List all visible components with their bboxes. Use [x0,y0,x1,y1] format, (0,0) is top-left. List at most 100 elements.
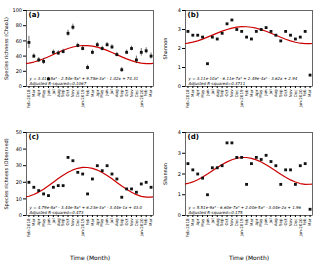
svg-text:Mar: Mar [307,89,312,97]
svg-text:Sep: Sep [60,218,66,226]
svg-text:Dec: Dec [234,89,240,98]
svg-text:Feb-2018: Feb-2018 [26,89,32,109]
svg-text:Nov: Nov [287,89,293,98]
svg-text:Feb-2018: Feb-2018 [26,218,32,238]
svg-text:Aug: Aug [55,218,61,227]
svg-text:(b): (b) [188,11,199,19]
svg-text:y = 3.41e-8x⁵ - 2.54e-5x⁴ + 9.: y = 3.41e-8x⁵ - 2.54e-5x⁴ + 9.78e-3x³ - … [29,76,139,86]
svg-text:Sep: Sep [219,89,225,97]
svg-text:Apr: Apr [94,218,100,226]
svg-text:y = 3.11e-10x⁵ - 6.11e-7x⁴ + 2: y = 3.11e-10x⁵ - 6.11e-7x⁴ + 2.49e-4x³ -… [188,76,298,86]
svg-text:May: May [40,218,46,227]
svg-text:Dec: Dec [75,218,81,227]
svg-text:Mar: Mar [89,218,95,226]
svg-text:Jan-2020: Jan-2020 [138,89,144,108]
svg-text:50: 50 [16,129,22,135]
svg-text:Mar: Mar [248,89,254,97]
svg-text:y = 5.51e-9x⁵ - 6.60e-7x⁴ + 2.: y = 5.51e-9x⁵ - 6.60e-7x⁴ + 2.00e-5x³ - … [188,205,302,215]
svg-text:Mar: Mar [89,89,95,97]
svg-text:40: 40 [16,146,22,152]
svg-text:Aug: Aug [114,89,120,98]
svg-text:Oct: Oct [65,89,71,97]
svg-text:Oct: Oct [224,89,230,97]
svg-text:Jun: Jun [263,89,269,96]
svg-text:May: May [99,89,105,98]
svg-text:May: May [199,89,205,98]
svg-text:Aug: Aug [273,89,279,98]
svg-text:Nov: Nov [128,89,134,98]
svg-text:Feb: Feb [84,89,90,97]
svg-text:Jun: Jun [45,218,51,225]
svg-text:Jun: Jun [45,89,51,96]
svg-text:Nov: Nov [229,89,235,98]
svg-text:May: May [258,89,264,98]
svg-text:y = 4.79e-8x⁵ - 3.44e-5x⁴ + 6.: y = 4.79e-8x⁵ - 3.44e-5x⁴ + 6.23e-3x³ - … [29,205,143,215]
svg-text:Time (Month): Time (Month) [228,254,269,261]
svg-text:Aug: Aug [55,89,61,98]
svg-text:Jan-2020: Jan-2020 [297,89,303,108]
svg-text:Oct: Oct [123,89,129,97]
svg-text:40: 40 [16,53,22,59]
svg-text:0: 0 [178,212,181,218]
svg-text:Apr: Apr [253,89,259,97]
svg-text:Species richness (Observed): Species richness (Observed) [3,138,10,209]
svg-text:Mar: Mar [148,218,153,226]
svg-text:100: 100 [12,7,22,13]
svg-text:20: 20 [16,179,22,185]
svg-text:3: 3 [178,150,181,156]
svg-text:Nov: Nov [70,218,76,227]
svg-text:Species richness (Chao1): Species richness (Chao1) [3,17,10,80]
svg-text:60: 60 [16,38,22,44]
svg-text:20: 20 [16,68,22,74]
svg-text:80: 80 [16,22,22,28]
svg-text:Dec: Dec [292,89,298,98]
svg-text:Jul: Jul [50,218,56,224]
svg-text:Jul: Jul [50,89,56,95]
svg-text:May: May [40,89,46,98]
svg-text:Dec: Dec [133,89,139,98]
svg-text:30: 30 [16,162,22,168]
svg-text:Oct: Oct [65,218,71,226]
svg-text:Jun: Jun [104,89,110,96]
svg-text:Feb: Feb [302,89,308,97]
svg-text:1: 1 [178,191,181,197]
svg-text:Jun: Jun [204,89,210,96]
svg-text:Feb: Feb [143,89,149,97]
svg-text:(d): (d) [188,133,199,141]
svg-text:Jul: Jul [109,218,115,224]
svg-text:Mar: Mar [307,218,312,226]
svg-text:Jun: Jun [104,218,110,225]
svg-text:Mar: Mar [190,89,196,97]
svg-text:Jul: Jul [209,89,215,95]
svg-text:2: 2 [178,45,181,51]
svg-text:Dec: Dec [75,89,81,98]
svg-text:1: 1 [178,64,181,70]
svg-text:Feb: Feb [84,218,90,226]
svg-text:Feb-2018: Feb-2018 [185,89,191,109]
svg-text:(c): (c) [29,133,40,141]
svg-text:Apr: Apr [94,89,100,97]
svg-text:2: 2 [178,171,181,177]
svg-text:Shannon: Shannon [162,38,168,60]
svg-text:Mar: Mar [148,89,153,97]
svg-text:Sep: Sep [60,89,66,97]
svg-text:3: 3 [178,26,181,32]
svg-text:Mar: Mar [31,89,37,97]
svg-text:Shannon: Shannon [162,163,168,185]
svg-text:0: 0 [19,212,22,218]
svg-text:4: 4 [178,7,181,13]
svg-text:Jul: Jul [109,89,115,95]
svg-text:0: 0 [19,83,22,89]
svg-text:Time (Month): Time (Month) [69,254,110,261]
svg-text:Oct: Oct [282,89,288,97]
svg-text:Aug: Aug [214,89,220,98]
svg-text:Nov: Nov [70,89,76,98]
svg-text:Mar: Mar [31,218,37,226]
svg-text:10: 10 [16,196,22,202]
svg-text:Feb: Feb [243,89,249,97]
svg-text:0: 0 [178,83,181,89]
svg-text:(a): (a) [29,11,40,19]
svg-text:Jul: Jul [268,89,274,95]
svg-text:4: 4 [178,129,181,135]
svg-text:May: May [99,218,105,227]
